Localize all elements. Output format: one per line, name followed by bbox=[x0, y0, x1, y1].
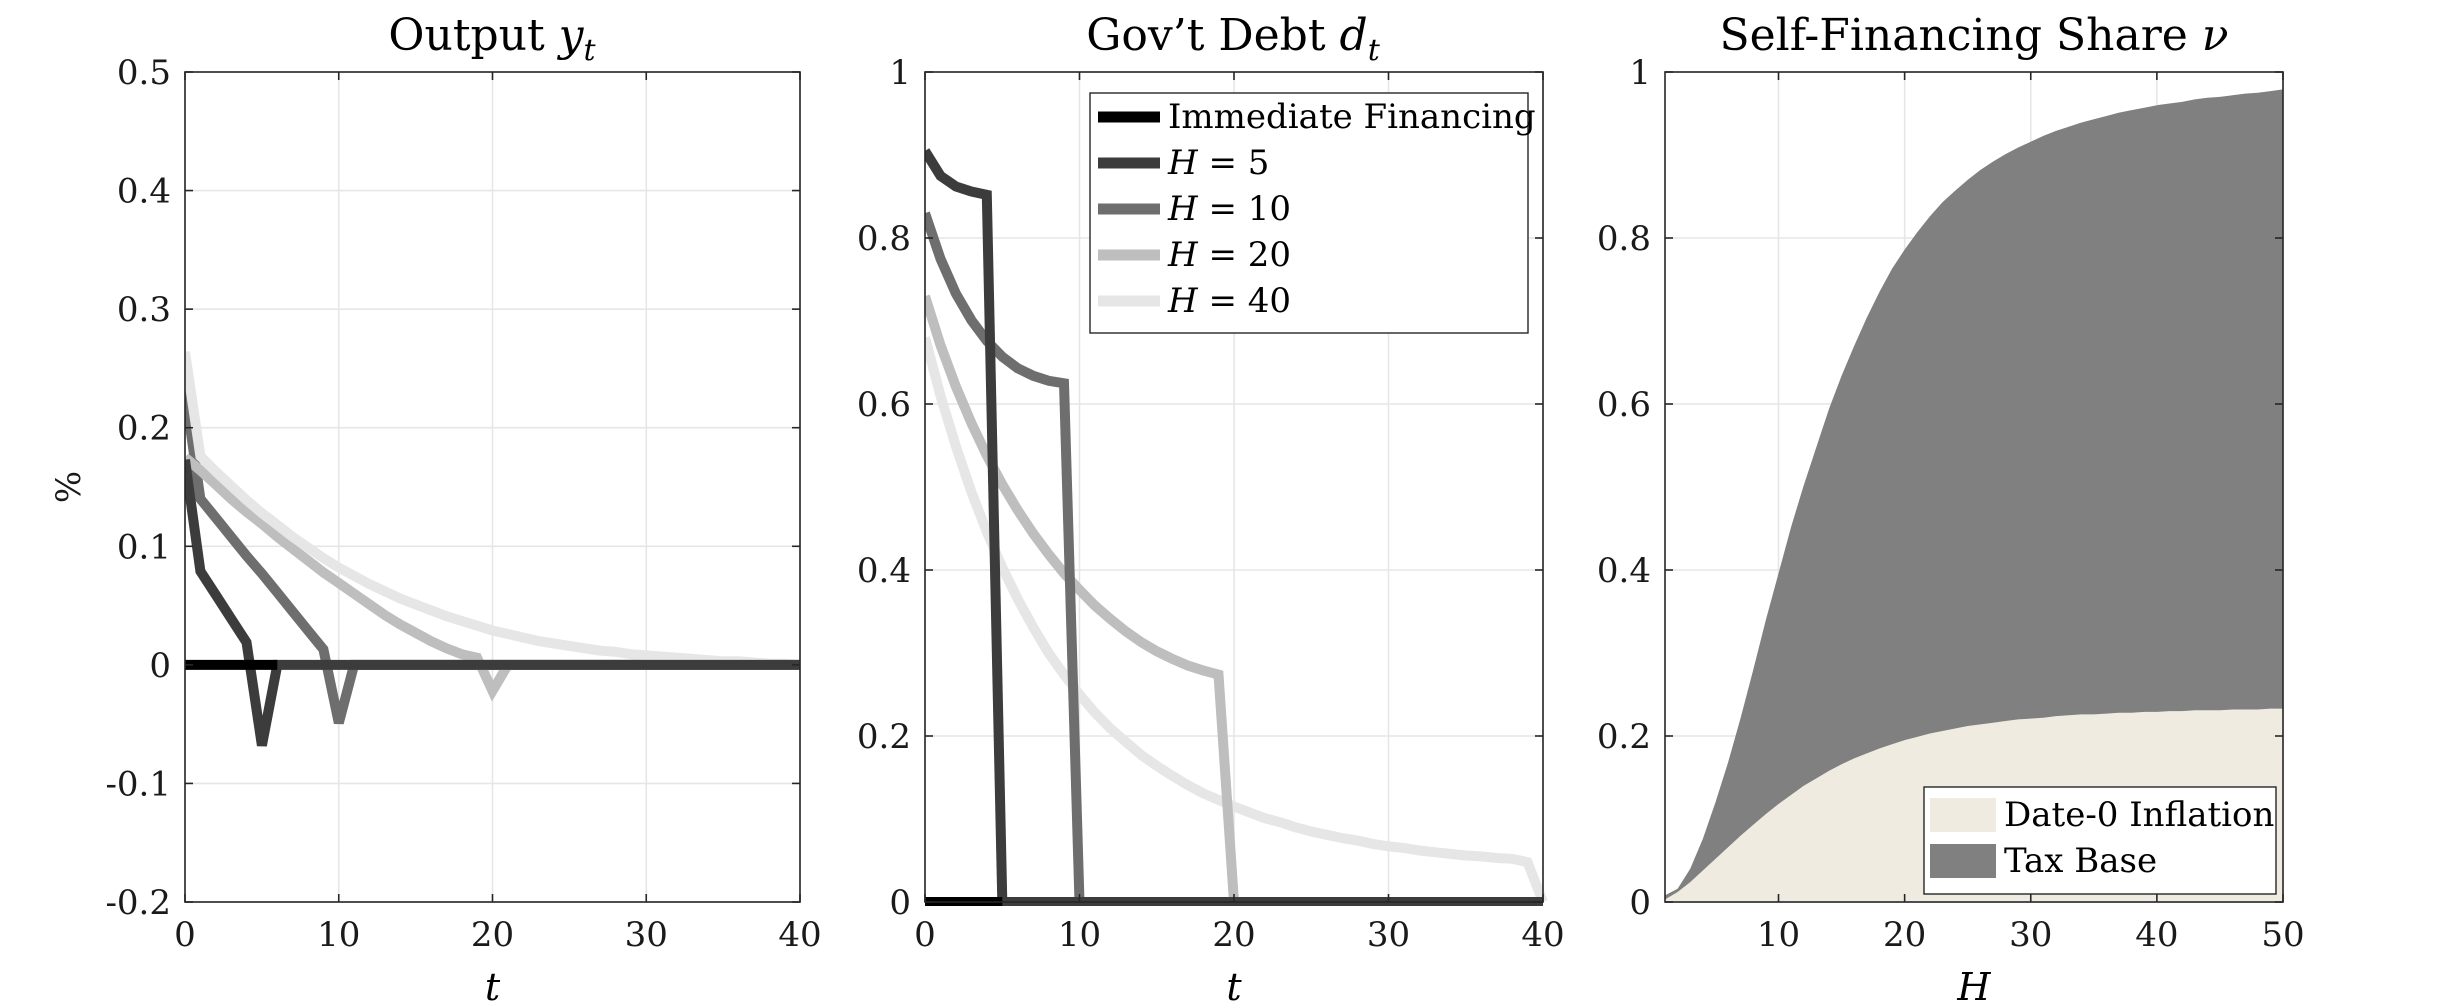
legend-swatch bbox=[1930, 798, 1996, 832]
chart-title: Output yt bbox=[388, 10, 596, 68]
series-line-3 bbox=[185, 351, 801, 670]
x-tick-label: 10 bbox=[317, 915, 360, 955]
chart-panel-2: 0 10 20 30 40 0 0.2 0.4 0.6 0.8 1 Gov’t Debt dt t Imm… bbox=[857, 10, 1565, 1006]
series-line-1 bbox=[925, 336, 1548, 904]
x-tick-label: 50 bbox=[2261, 915, 2304, 955]
y-tick-label: 0 bbox=[149, 646, 171, 686]
y-tick-label: 0.6 bbox=[857, 385, 911, 425]
y-tick-label: 0 bbox=[1629, 883, 1651, 923]
y-tick-label: 0.4 bbox=[117, 172, 171, 212]
legend-label: Tax Base bbox=[2004, 841, 2157, 881]
y-tick-label: 0.8 bbox=[1597, 219, 1651, 259]
y-axis-label: % bbox=[49, 471, 89, 503]
y-tick-label: 0.2 bbox=[1597, 717, 1651, 757]
x-tick-label: 30 bbox=[625, 915, 668, 955]
y-tick-label: 0.1 bbox=[117, 527, 171, 567]
y-tick-label: 0.8 bbox=[857, 219, 911, 259]
x-tick-label: 0 bbox=[914, 915, 936, 955]
chart-title: Gov’t Debt dt bbox=[1086, 10, 1380, 68]
y-tick-label: 1 bbox=[1629, 53, 1651, 93]
x-tick-label: 0 bbox=[174, 915, 196, 955]
y-tick-label: 0.2 bbox=[117, 409, 171, 449]
legend-label: Immediate Financing bbox=[1168, 97, 1536, 137]
plot-series bbox=[185, 351, 801, 747]
x-tick-label: 40 bbox=[2135, 915, 2178, 955]
x-tick-label: 30 bbox=[2009, 915, 2052, 955]
series-line-2 bbox=[925, 294, 1543, 906]
legend-box bbox=[1089, 92, 1529, 334]
legend-label: Date-0 Inflation bbox=[2004, 795, 2274, 835]
x-tick-label: 10 bbox=[1058, 915, 1101, 955]
series-line-4 bbox=[185, 459, 800, 747]
x-axis-label: t bbox=[485, 965, 501, 1006]
x-tick-label: 20 bbox=[1212, 915, 1255, 955]
y-tick-label: 0.4 bbox=[1597, 551, 1651, 591]
plot-frame bbox=[1664, 71, 2284, 903]
x-tick-label: 10 bbox=[1757, 915, 1800, 955]
x-axis-label: t bbox=[1226, 965, 1242, 1006]
y-tick-label: 0 bbox=[889, 883, 911, 923]
legend-label: H = 40 bbox=[1167, 281, 1291, 321]
legend: Date-0 Inflation Tax Base bbox=[1923, 786, 2277, 895]
y-tick-label: -0.1 bbox=[105, 764, 171, 804]
y-tick-label: 1 bbox=[889, 53, 911, 93]
series-line-3 bbox=[925, 211, 1543, 906]
chart-panel-3: 10 20 30 40 50 0 0.2 0.4 0.6 0.8 1 Self-Financing S… bbox=[1597, 10, 2305, 1006]
chart-title: Self-Financing Share ν bbox=[1719, 10, 2228, 61]
legend: Immediate Financing H = 5 H = 10 H = 20 H = … bbox=[1089, 92, 1536, 334]
legend-swatch bbox=[1930, 844, 1996, 878]
x-tick-label: 30 bbox=[1367, 915, 1410, 955]
y-tick-label: 0.4 bbox=[857, 551, 911, 591]
chart-panel-1: 0 10 20 30 40 -0.2 -0.1 0 0.1 0.2 0.3 0.4 0.5 Output … bbox=[49, 10, 822, 1006]
x-tick-label: 40 bbox=[1521, 915, 1564, 955]
y-tick-label: -0.2 bbox=[105, 883, 171, 923]
x-tick-label: 20 bbox=[1883, 915, 1926, 955]
y-tick-label: 0.6 bbox=[1597, 385, 1651, 425]
x-tick-label: 40 bbox=[778, 915, 821, 955]
x-axis-label: H bbox=[1956, 965, 1991, 1006]
legend-label: H = 5 bbox=[1167, 143, 1269, 183]
area-tax-base bbox=[1665, 89, 2283, 903]
legend-label: H = 10 bbox=[1167, 189, 1291, 229]
x-tick-label: 20 bbox=[471, 915, 514, 955]
y-tick-label: 0.5 bbox=[117, 53, 171, 93]
y-tick-label: 0.3 bbox=[117, 290, 171, 330]
y-tick-label: 0.2 bbox=[857, 717, 911, 757]
legend-label: H = 20 bbox=[1167, 235, 1291, 275]
